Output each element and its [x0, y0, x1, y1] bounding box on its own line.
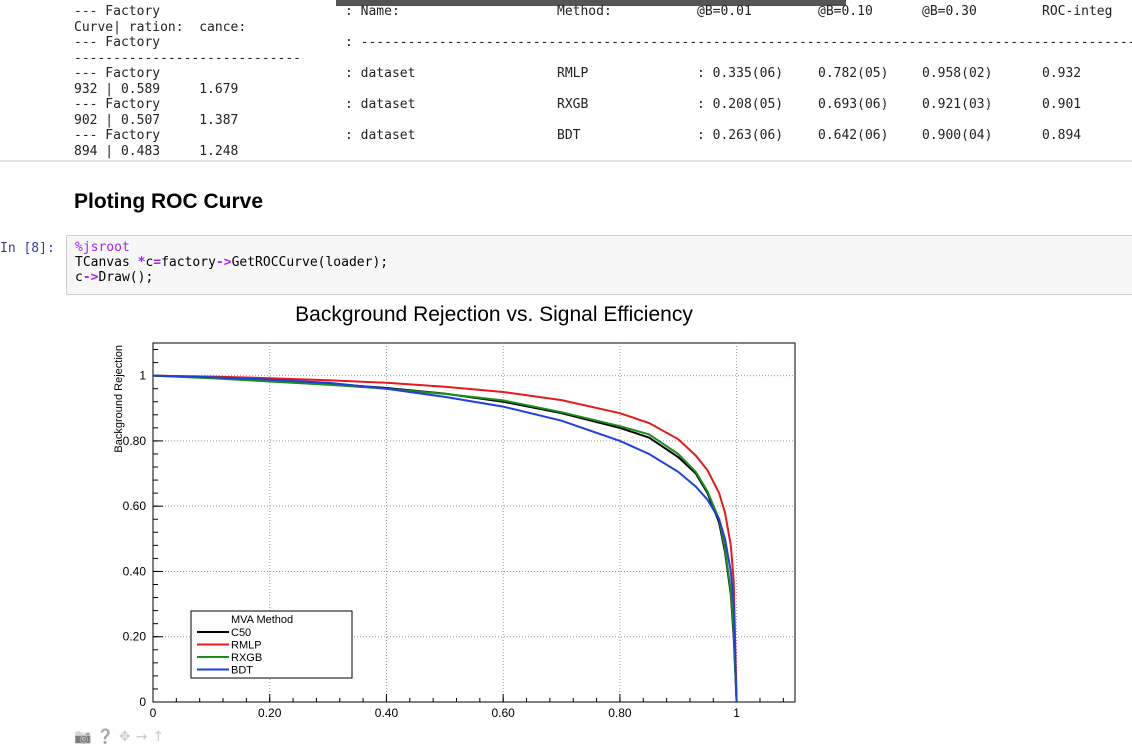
output-b10-0: @B=0.10 [818, 4, 873, 19]
code-line-3: c->Draw(); [75, 270, 153, 285]
x-axis-label: Signal Efficiency [705, 724, 793, 725]
cell-prompt: In [8]: [0, 241, 55, 256]
legend-label-bdt: BDT [231, 665, 253, 677]
move-icon[interactable]: ✥ [118, 729, 134, 745]
output-roc-6: 0.901 [1042, 97, 1082, 112]
output-left-8: --- Factory [74, 128, 161, 143]
output-left-7: 902 | 0.507 1.387 [74, 112, 239, 128]
y-tick-label-2: 0.40 [123, 564, 147, 578]
plot-toolbar: 📷 ❓ ✥ → ↑ [74, 726, 169, 745]
x-tick-label-4: 0.80 [608, 706, 632, 720]
x-tick-label-0: 0 [150, 706, 157, 720]
series-line-bdt [152, 374, 738, 703]
output-right-8: : dataset [345, 128, 416, 143]
output-roc-8: 0.894 [1042, 128, 1082, 143]
code-text-3: c->Draw(); [75, 270, 154, 285]
x-tick-label-2: 0.40 [375, 706, 399, 720]
output-b10-6: 0.693(06) [818, 97, 889, 112]
output-left-4: --- Factory [74, 66, 161, 81]
output-method-0: Method: [557, 4, 612, 19]
series-line-rmlp [152, 374, 738, 703]
x-tick-label-3: 0.60 [492, 706, 516, 720]
y-tick-label-5: 1 [139, 369, 146, 383]
code-cell[interactable]: %jsroot TCanvas *c=factory->GetROCCurve(… [66, 235, 1132, 295]
camera-icon[interactable]: 📷 [74, 729, 95, 745]
output-b01-6: : 0.208(05) [697, 97, 784, 112]
roc-plot[interactable]: Background Rejection vs. Signal Efficien… [60, 295, 820, 725]
output-method-4: RMLP [557, 66, 589, 81]
output-left-3: ----------------------------- [74, 50, 301, 66]
magic-command: %jsroot [75, 240, 130, 255]
output-b01-8: : 0.263(06) [697, 128, 784, 143]
legend-label-rmlp: RMLP [231, 640, 262, 652]
output-b30-4: 0.958(02) [922, 66, 993, 81]
output-right-4: : dataset [345, 66, 416, 81]
legend-title: MVA Method [231, 614, 293, 626]
series-line-rxgb [152, 374, 738, 703]
output-left-1: Curve| ration: cance: [74, 19, 247, 35]
x-tick-label-5: 1 [733, 706, 740, 720]
arrow-up-icon[interactable]: ↑ [152, 729, 168, 745]
output-divider [0, 160, 1132, 162]
y-tick-label-4: 0.80 [123, 434, 147, 448]
y-tick-label-3: 0.60 [123, 499, 147, 513]
output-b01-0: @B=0.01 [697, 4, 752, 19]
code-line-2: TCanvas *c=factory->GetROCCurve(loader); [75, 255, 388, 270]
legend-label-rxgb: RXGB [231, 652, 262, 664]
horizontal-scrollbar[interactable] [336, 0, 846, 6]
legend-label-c50: C50 [231, 627, 251, 639]
help-icon[interactable]: ❓ [96, 729, 117, 745]
output-b10-4: 0.782(05) [818, 66, 889, 81]
output-left-5: 932 | 0.589 1.679 [74, 81, 239, 97]
arrow-right-icon[interactable]: → [135, 729, 151, 745]
output-right-0: : Name: [345, 4, 400, 19]
output-b01-4: : 0.335(06) [697, 66, 784, 81]
output-method-6: RXGB [557, 97, 589, 112]
output-area: --- Factory : Name: Method: @B=0.01 @B=0.10 @… [0, 0, 1132, 162]
y-tick-label-0: 0 [139, 695, 146, 709]
code-text-2: TCanvas *c=factory->GetROCCurve(loader); [75, 255, 389, 270]
output-left-0: --- Factory [74, 4, 161, 19]
output-right-6: : dataset [345, 97, 416, 112]
output-left-6: --- Factory [74, 97, 161, 112]
output-b10-8: 0.642(06) [818, 128, 889, 143]
output-right-2: : --------------------------------------… [345, 35, 1132, 50]
output-b30-0: @B=0.30 [922, 4, 977, 19]
output-roc-4: 0.932 [1042, 66, 1082, 81]
x-tick-label-1: 0.20 [258, 706, 282, 720]
output-roc-0: ROC-integ [1042, 4, 1113, 19]
output-left-2: --- Factory [74, 35, 161, 50]
chart-title: Background Rejection vs. Signal Efficien… [295, 303, 693, 326]
code-line-1: %jsroot [75, 240, 130, 255]
output-b30-6: 0.921(03) [922, 97, 993, 112]
output-b30-8: 0.900(04) [922, 128, 993, 143]
y-axis-label: Background Rejection [113, 345, 125, 453]
output-left-9: 894 | 0.483 1.248 [74, 143, 239, 159]
y-tick-label-1: 0.20 [123, 630, 147, 644]
output-method-8: BDT [557, 128, 581, 143]
plot-frame [152, 342, 796, 703]
section-heading: Ploting ROC Curve [74, 190, 264, 213]
